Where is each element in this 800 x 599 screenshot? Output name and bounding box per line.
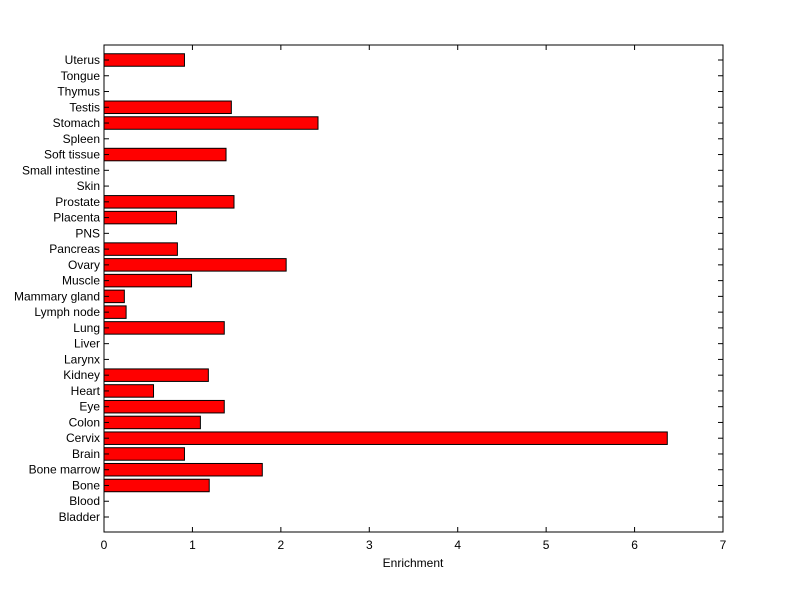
bar-pancreas [103,242,178,256]
y-tick-label: Bladder [59,510,100,524]
x-tick-label: 1 [189,538,196,552]
y-tick-label: Blood [69,494,100,508]
x-tick-label: 7 [720,538,727,552]
y-tick-label: Pancreas [49,242,100,256]
y-tick-label: Uterus [65,53,100,67]
bar-uterus [103,53,185,67]
y-tick-label: Stomach [53,116,100,130]
bar-testis [103,100,232,115]
x-tick-label: 2 [278,538,285,552]
y-tick-label: Liver [74,337,100,351]
y-tick-label: Kidney [63,368,100,382]
bar-prostate [103,195,235,209]
y-tick-label: Testis [69,100,100,114]
y-tick-label: Bone [72,478,100,492]
y-tick-label: Mammary gland [14,289,100,303]
x-tick-label: 6 [631,538,638,552]
bar-placenta [103,210,178,225]
bar-kidney [103,368,209,382]
y-tick-label: Tongue [61,69,101,83]
ticks-group [103,45,724,532]
y-tick-label: Lymph node [34,305,100,319]
x-tick-label: 3 [366,538,373,552]
bar-stomach [103,116,319,130]
y-tick-label: Soft tissue [44,148,100,162]
bar-eye [103,399,225,414]
bar-muscle [103,273,193,288]
x-tick-label: 0 [101,538,108,552]
y-tick-label: PNS [75,226,100,240]
x-tick-label: 4 [454,538,461,552]
y-tick-label: Brain [72,447,100,461]
y-tick-label: Heart [71,384,101,398]
x-tick-label: 5 [543,538,550,552]
y-tick-label: Ovary [68,258,100,272]
bar-soft-tissue [103,147,227,162]
bar-heart [103,384,155,398]
bar-bone-marrow [103,462,263,477]
bar-colon [103,415,201,430]
y-tick-label: Spleen [63,132,100,146]
y-tick-label: Muscle [62,274,100,288]
bars-group [103,53,668,493]
bar-ovary [103,258,287,272]
y-tick-label: Skin [77,179,100,193]
y-tick-label: Lung [73,321,100,335]
y-tick-label: Placenta [53,211,100,225]
bar-bone [103,478,210,493]
y-tick-label: Prostate [55,195,100,209]
y-tick-label: Thymus [57,85,100,99]
bar-brain [103,447,185,461]
y-tick-label: Eye [79,400,100,414]
y-tick-label: Larynx [64,352,100,366]
y-tick-label: Bone marrow [29,463,101,477]
y-tick-label: Small intestine [22,163,100,177]
bar-lung [103,321,225,335]
x-axis-label: Enrichment [383,556,444,570]
bar-cervix [103,431,668,445]
y-tick-label: Colon [69,415,100,429]
plot-frame [103,44,724,533]
y-tick-label: Cervix [66,431,100,445]
